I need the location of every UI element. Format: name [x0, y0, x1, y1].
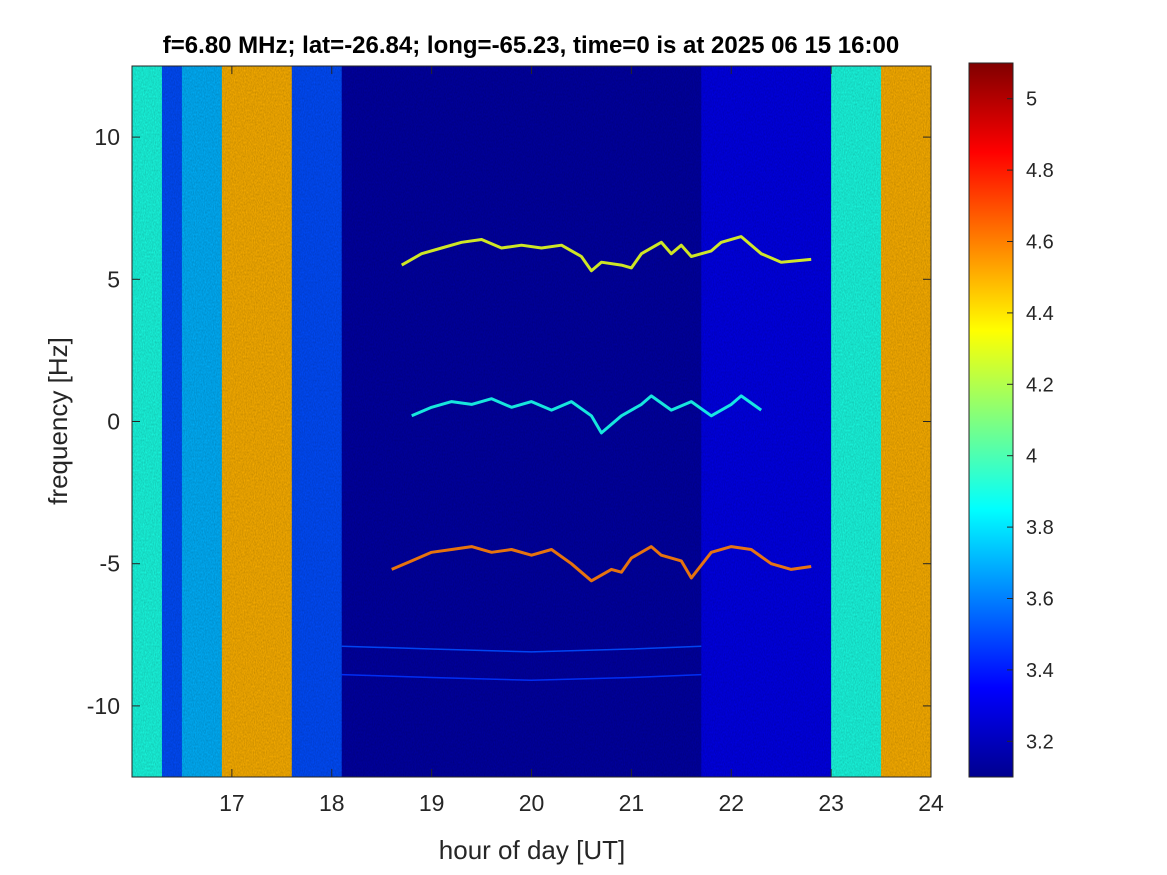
x-tick-label-3: 20 — [519, 790, 545, 816]
colorbar-tick-label-9: 5 — [1026, 89, 1037, 111]
y-axis-label: frequency [Hz] — [43, 337, 73, 505]
x-tick-label-5: 22 — [718, 790, 744, 816]
colorbar-frame — [968, 62, 1014, 778]
x-tick-label-2: 19 — [419, 790, 445, 816]
colorbar-tick-label-3: 3.8 — [1026, 517, 1054, 539]
x-tick-label-6: 23 — [818, 790, 844, 816]
colorbar-tick-label-6: 4.4 — [1026, 303, 1054, 325]
colorbar-tick-label-4: 4 — [1026, 446, 1037, 468]
y-tick-label-2: 0 — [107, 409, 120, 435]
colorbar-ticks: 3.2 3.4 3.6 3.8 4 4.2 4.4 4.6 4.8 5 — [1007, 89, 1054, 753]
noise-texture — [132, 66, 931, 777]
trace-0 — [400, 235, 812, 273]
trace-2 — [391, 545, 812, 583]
y-axis: -10 -5 0 5 10 — [87, 124, 931, 719]
x-tick-label-1: 18 — [319, 790, 345, 816]
colorbar-gradient — [969, 63, 1013, 777]
x-tick-label-0: 17 — [219, 790, 245, 816]
colorbar-tick-label-7: 4.6 — [1026, 232, 1054, 254]
colorbar-tick-label-1: 3.4 — [1026, 660, 1054, 682]
signal-traces — [341, 235, 812, 682]
y-tick-label-0: -10 — [87, 693, 120, 719]
x-axis-label: hour of day [UT] — [439, 835, 625, 865]
y-tick-label-3: 5 — [107, 266, 120, 292]
colorbar-tick-label-2: 3.6 — [1026, 589, 1054, 611]
colorbar-tick-label-5: 4.2 — [1026, 374, 1054, 396]
plot-area — [132, 66, 931, 777]
colorbar: 3.2 3.4 3.6 3.8 4 4.2 4.4 4.6 4.8 5 — [968, 62, 1054, 778]
y-tick-label-1: -5 — [100, 551, 120, 577]
trace-4 — [341, 673, 702, 682]
trace-1 — [411, 394, 763, 435]
x-tick-label-4: 21 — [619, 790, 645, 816]
trace-3 — [341, 645, 702, 653]
chart-title: f=6.80 MHz; lat=-26.84; long=-65.23, tim… — [163, 32, 899, 59]
y-tick-label-4: 10 — [94, 124, 120, 150]
colorbar-tick-label-0: 3.2 — [1026, 731, 1054, 753]
colorbar-tick-label-8: 4.8 — [1026, 160, 1054, 182]
x-axis: 17 18 19 20 21 22 23 24 — [219, 66, 944, 816]
x-tick-label-7: 24 — [918, 790, 944, 816]
